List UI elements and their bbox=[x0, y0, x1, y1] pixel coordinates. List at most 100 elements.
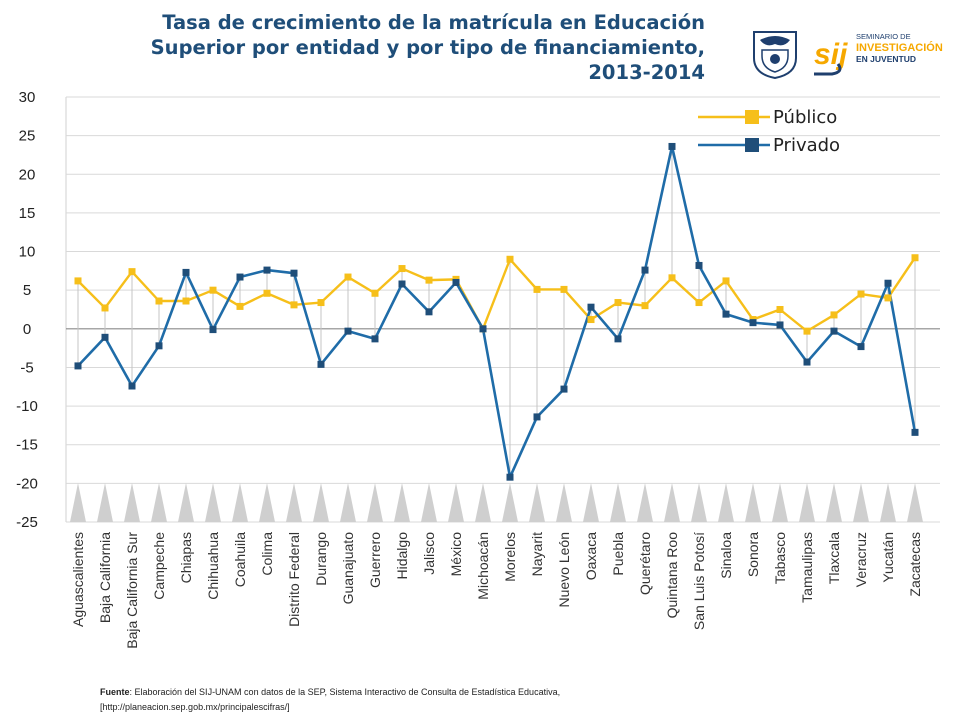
data-point-publico bbox=[533, 285, 541, 293]
y-tick-label: -10 bbox=[16, 398, 38, 415]
source-url: [http://planeacion.sep.gob.mx/principale… bbox=[100, 702, 290, 712]
chart-title: Tasa de crecimiento de la matrícula en E… bbox=[100, 10, 705, 85]
category-triangle-marker bbox=[502, 483, 518, 522]
source-label: Fuente bbox=[100, 687, 130, 697]
data-point-privado bbox=[182, 268, 190, 276]
category-triangle-marker bbox=[178, 483, 194, 522]
data-point-privado bbox=[236, 273, 244, 281]
data-point-publico bbox=[290, 301, 298, 309]
data-point-publico bbox=[803, 327, 811, 335]
x-tick-label: Durango bbox=[313, 532, 329, 586]
x-tick-label: San Luis Potosí bbox=[691, 532, 707, 630]
sij-logo: sij SEMINARIO DE INVESTIGACIÓN EN JUVENT… bbox=[753, 31, 943, 80]
data-point-privado bbox=[776, 321, 784, 329]
data-point-publico bbox=[155, 297, 163, 305]
data-point-publico bbox=[884, 294, 892, 302]
data-point-privado bbox=[290, 269, 298, 277]
series-line-privado bbox=[77, 145, 917, 479]
x-tick-label: Chihuahua bbox=[205, 532, 221, 600]
category-triangle-marker bbox=[286, 483, 302, 522]
title-line-1: Tasa de crecimiento de la matrícula en E… bbox=[162, 11, 705, 34]
data-point-privado bbox=[560, 385, 568, 393]
category-triangle-marker bbox=[340, 483, 356, 522]
source-note: Fuente: Elaboración del SIJ-UNAM con dat… bbox=[100, 685, 560, 715]
y-tick-label: 20 bbox=[19, 166, 36, 183]
data-point-privado bbox=[128, 382, 136, 390]
data-point-publico bbox=[506, 255, 514, 263]
data-point-privado bbox=[506, 473, 514, 481]
data-point-privado bbox=[209, 326, 217, 334]
data-point-publico bbox=[398, 265, 406, 273]
x-tick-label: Baja California Sur bbox=[124, 532, 140, 649]
y-tick-label: 10 bbox=[19, 244, 36, 261]
data-point-privado bbox=[884, 279, 892, 287]
x-tick-label: Sinaloa bbox=[718, 532, 734, 579]
data-point-privado bbox=[398, 280, 406, 288]
data-point-publico bbox=[263, 289, 271, 297]
legend-swatch bbox=[745, 138, 759, 152]
x-tick-label: Zacatecas bbox=[907, 532, 923, 597]
category-triangle-marker bbox=[664, 483, 680, 522]
data-point-privado bbox=[911, 428, 919, 436]
category-triangle-marker bbox=[124, 483, 140, 522]
category-triangle-marker bbox=[367, 483, 383, 522]
x-tick-label: Campeche bbox=[151, 532, 167, 600]
x-tick-label: Tamaulipas bbox=[799, 532, 815, 603]
x-tick-label: Aguascalientes bbox=[70, 532, 86, 627]
title-line-3: 2013-2014 bbox=[588, 61, 705, 84]
x-tick-label: Distrito Federal bbox=[286, 532, 302, 627]
logo-line-2: INVESTIGACIÓN bbox=[856, 41, 943, 54]
y-tick-label: -5 bbox=[20, 359, 33, 376]
data-point-publico bbox=[128, 268, 136, 276]
data-point-privado bbox=[263, 266, 271, 274]
data-point-publico bbox=[857, 290, 865, 298]
legend-label: Privado bbox=[773, 135, 840, 156]
category-triangle-marker bbox=[448, 483, 464, 522]
x-tick-label: Guanajuato bbox=[340, 532, 356, 605]
y-tick-label: -20 bbox=[16, 475, 38, 492]
data-point-publico bbox=[830, 311, 838, 319]
line-chart: 30 25 20 15 10 5 0 -5 -10 -15 -20 -25 Aguascaliente… bbox=[16, 89, 940, 649]
category-triangle-marker bbox=[610, 483, 626, 522]
x-tick-label: Tabasco bbox=[772, 532, 788, 584]
data-point-privado bbox=[425, 308, 433, 316]
x-tick-label: Michoacán bbox=[475, 532, 491, 600]
data-point-privado bbox=[371, 335, 379, 343]
category-triangle-marker bbox=[826, 483, 842, 522]
category-triangle-marker bbox=[97, 483, 113, 522]
category-triangle-marker bbox=[205, 483, 221, 522]
category-triangle-marker bbox=[691, 483, 707, 522]
data-point-privado bbox=[668, 142, 676, 150]
y-tick-label: 25 bbox=[19, 128, 36, 145]
legend-label: Público bbox=[773, 107, 837, 128]
data-point-publico bbox=[668, 274, 676, 282]
x-tick-label: Colima bbox=[259, 532, 275, 576]
data-point-publico bbox=[641, 302, 649, 310]
category-triangle-marker bbox=[232, 483, 248, 522]
data-point-publico bbox=[317, 299, 325, 307]
data-point-publico bbox=[344, 273, 352, 281]
category-triangle-marker bbox=[583, 483, 599, 522]
category-triangle-marker bbox=[880, 483, 896, 522]
y-tick-label: 0 bbox=[23, 321, 31, 338]
data-point-publico bbox=[776, 306, 784, 313]
category-triangle-marker bbox=[70, 483, 86, 522]
source-text: : Elaboración del SIJ-UNAM con datos de … bbox=[129, 687, 561, 697]
title-line-2: Superior por entidad y por tipo de finan… bbox=[150, 36, 705, 59]
legend-swatch bbox=[745, 110, 759, 124]
category-triangle-marker bbox=[259, 483, 275, 522]
data-point-privado bbox=[533, 413, 541, 421]
category-triangle-marker bbox=[421, 483, 437, 522]
data-point-publico bbox=[74, 277, 82, 285]
data-point-privado bbox=[722, 310, 730, 318]
data-point-publico bbox=[587, 316, 595, 324]
x-tick-label: Tlaxcala bbox=[826, 532, 842, 584]
category-triangle-marker bbox=[799, 483, 815, 522]
category-triangle-marker bbox=[475, 483, 491, 522]
x-tick-label: Puebla bbox=[610, 532, 626, 576]
y-tick-label: -25 bbox=[16, 514, 38, 531]
data-point-publico bbox=[614, 299, 622, 307]
data-point-publico bbox=[101, 304, 109, 312]
logo-line-3: EN JUVENTUD bbox=[856, 54, 916, 64]
category-triangle-marker bbox=[853, 483, 869, 522]
